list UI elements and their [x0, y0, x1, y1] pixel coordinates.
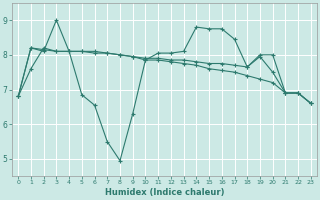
- X-axis label: Humidex (Indice chaleur): Humidex (Indice chaleur): [105, 188, 224, 197]
